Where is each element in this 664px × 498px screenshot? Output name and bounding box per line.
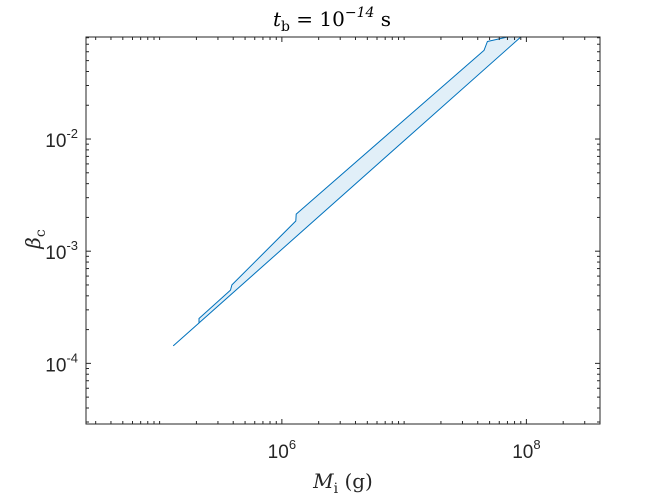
- x-tick-label: 106: [268, 437, 296, 463]
- y-axis-label: βc: [21, 229, 49, 250]
- plot-area: [86, 37, 600, 424]
- x-axis-label: Mi (g): [312, 469, 373, 497]
- x-tick-label: 108: [512, 437, 540, 463]
- y-tick-label: 10-2: [45, 126, 78, 152]
- y-tick-label: 10-3: [45, 238, 78, 264]
- chart-title: tb = 10−14 s: [273, 5, 391, 35]
- y-tick-label: 10-4: [45, 350, 78, 376]
- tick-labels: 106 108 10-4 10-3 10-2: [45, 126, 540, 463]
- axes-box: [85, 36, 601, 425]
